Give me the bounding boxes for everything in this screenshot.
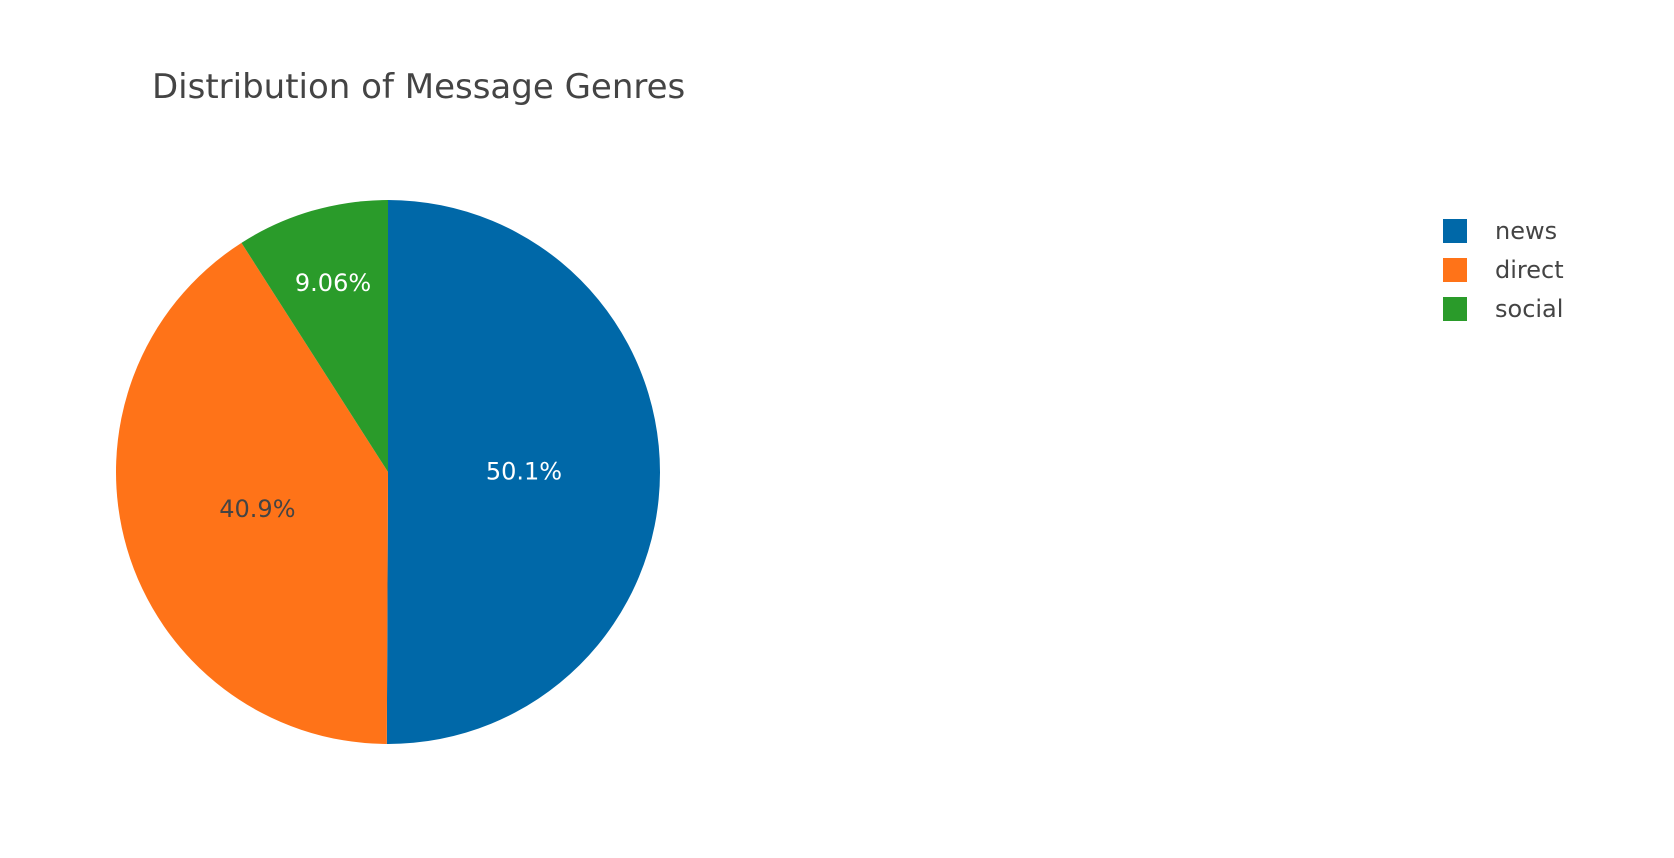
legend-label-news: news [1495, 217, 1557, 245]
legend-item-news[interactable]: news [1443, 217, 1557, 245]
legend-swatch-news [1443, 219, 1467, 243]
pie-slice-labels: 50.1% 40.9% 9.06% [219, 269, 562, 523]
pie-slice-label-news: 50.1% [486, 457, 562, 485]
legend-swatch-direct [1443, 258, 1467, 282]
pie-slice-label-direct: 40.9% [219, 495, 295, 523]
pie-slice-news[interactable] [386, 200, 660, 744]
pie-slice-direct[interactable] [115, 242, 388, 744]
legend-label-direct: direct [1495, 256, 1564, 284]
pie-slices [115, 200, 660, 744]
legend-item-direct[interactable]: direct [1443, 256, 1564, 284]
pie-slice-social[interactable] [241, 200, 388, 472]
chart-title: Distribution of Message Genres [152, 67, 685, 107]
legend-swatch-social [1443, 297, 1467, 321]
pie-slice-label-social: 9.06% [295, 269, 371, 297]
legend-label-social: social [1495, 295, 1563, 323]
chart-legend[interactable]: news direct social [1443, 217, 1564, 323]
legend-item-social[interactable]: social [1443, 295, 1563, 323]
